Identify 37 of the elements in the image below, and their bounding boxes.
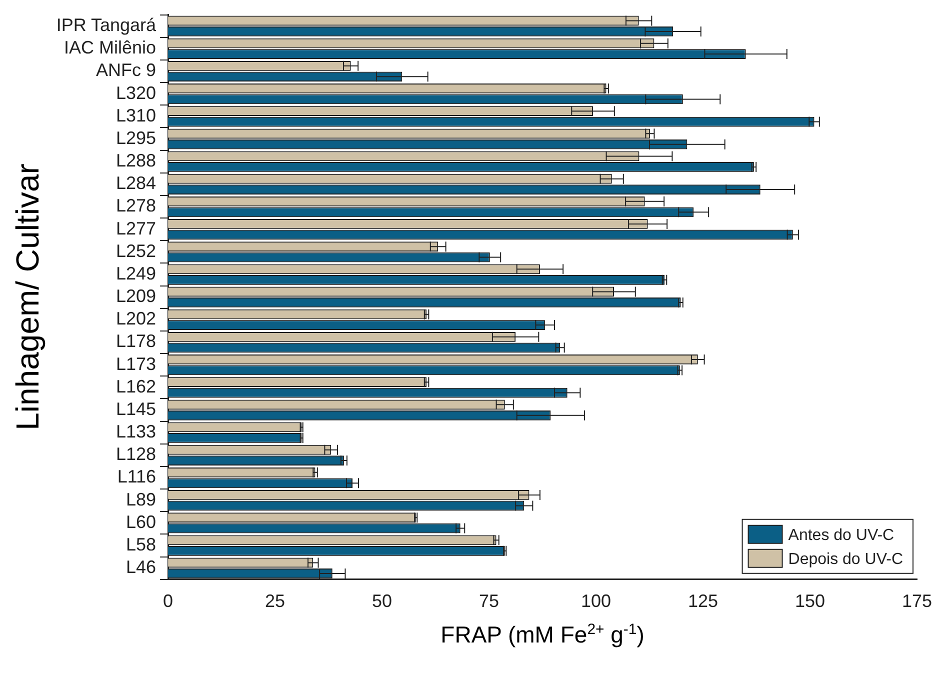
y-tick-label: L288 <box>116 150 156 171</box>
y-tick-label: L277 <box>116 218 156 238</box>
y-tick-label: L320 <box>116 82 156 103</box>
x-tick-label: 175 <box>902 591 932 612</box>
y-axis-title: Linhagem/ Cultivar <box>10 164 46 430</box>
y-tick-label: L89 <box>126 489 156 510</box>
legend-label: Depois do UV-C <box>788 550 903 568</box>
y-tick-label: L128 <box>116 444 156 464</box>
y-tick-label: L249 <box>116 263 156 284</box>
y-tick-label: L252 <box>116 240 156 261</box>
y-tick-label: L284 <box>116 173 156 194</box>
y-tick-label: L295 <box>116 128 156 148</box>
y-tick-label: L209 <box>116 286 156 306</box>
y-tick-label: IAC Milênio <box>64 38 156 58</box>
y-tick-label: L60 <box>126 512 156 532</box>
x-axis-title: FRAP (mM Fe$^{2+}$ g$^{-1}$) <box>440 621 644 650</box>
y-tick-label: L133 <box>116 422 156 442</box>
y-tick-label: L173 <box>116 354 156 374</box>
y-tick-label: IPR Tangará <box>56 15 158 36</box>
y-tick-label: L202 <box>116 308 156 329</box>
y-tick-label: L58 <box>126 534 156 554</box>
x-tick-label: 25 <box>265 591 286 612</box>
y-tick-label: L278 <box>116 196 156 216</box>
x-tick-label: 50 <box>372 591 392 612</box>
y-tick-label: L178 <box>116 331 156 352</box>
y-tick-label: L46 <box>126 557 156 578</box>
y-tick-label: L145 <box>116 398 156 419</box>
x-tick-label: 125 <box>688 591 718 612</box>
y-tick-label: L310 <box>116 105 156 126</box>
legend-label: Antes do UV-C <box>788 526 894 544</box>
y-tick-label: L162 <box>116 376 156 396</box>
x-tick-label: 0 <box>163 591 174 612</box>
x-tick-label: 150 <box>794 591 826 612</box>
y-tick-label: L116 <box>117 466 156 487</box>
x-tick-label: 100 <box>581 591 612 612</box>
x-tick-label: 75 <box>479 591 500 612</box>
y-tick-label: ANFc 9 <box>96 60 156 80</box>
